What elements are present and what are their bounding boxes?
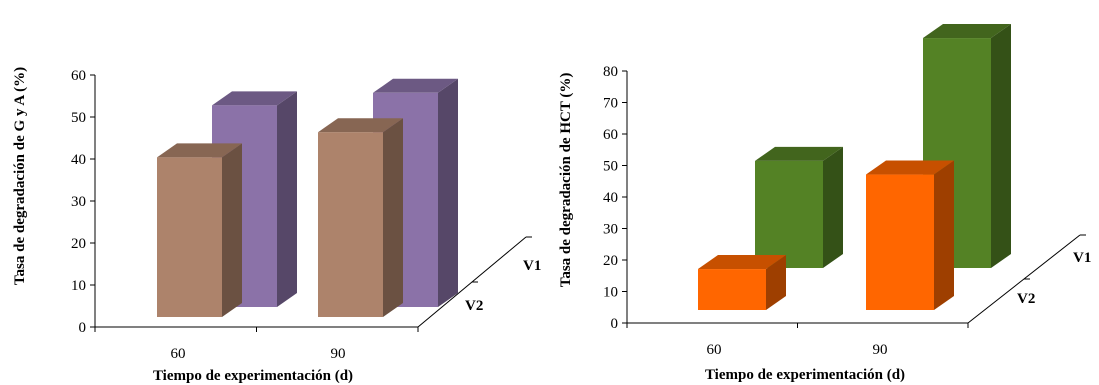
bar-front (755, 160, 823, 268)
series-label: V1 (523, 258, 541, 274)
bar-top (698, 255, 786, 270)
y-tick-label: 30 (71, 194, 86, 210)
series-label: V2 (465, 298, 483, 314)
y-axis-title: Tasa de degradación de G y A (%) (12, 67, 28, 285)
bar-top (318, 118, 403, 133)
y-tick-label: 40 (603, 190, 618, 206)
x-axis-title: Tiempo de experimentación (d) (153, 368, 353, 384)
bar-front (698, 269, 766, 310)
y-tick-label: 0 (611, 316, 619, 332)
bar-front (866, 174, 934, 310)
bar-side (934, 160, 954, 310)
series-label: V2 (1017, 291, 1035, 307)
x-tick-label: 60 (171, 346, 186, 362)
bar-top (373, 78, 458, 93)
x-tick-label: 90 (331, 346, 346, 362)
bar-side (766, 255, 786, 310)
bar-top (866, 160, 954, 175)
bar-side (277, 91, 297, 308)
bar-side (991, 24, 1011, 268)
bar-side (222, 143, 242, 317)
y-tick-label: 40 (71, 152, 86, 168)
y-tick-label: 50 (603, 159, 618, 175)
bar-top (923, 24, 1011, 39)
series-label: V1 (1073, 250, 1091, 266)
chart-right: 0 10 20 30 40 50 60 70 80 60 90 V1 V2 Tiempo de exper… (558, 24, 1091, 383)
y-tick-label: 50 (71, 110, 86, 126)
y-tick-label: 80 (603, 64, 618, 80)
x-axis-title: Tiempo de experimentación (d) (705, 367, 905, 383)
y-tick-label: 60 (71, 68, 86, 84)
bar-front (157, 157, 222, 317)
bar-v2-90 (866, 160, 954, 310)
y-tick-label: 30 (603, 222, 618, 238)
bar-side (383, 118, 403, 317)
y-tick-label: 10 (71, 278, 86, 294)
bar-side (438, 78, 458, 307)
chart-left: 0 10 20 30 40 50 60 60 90 V1 V2 Tiempo de experimen… (12, 67, 541, 384)
x-tick-label: 90 (873, 342, 888, 358)
y-tick-label: 0 (79, 320, 87, 336)
y-tick-label: 60 (603, 127, 618, 143)
bar-v2-90 (318, 118, 403, 317)
y-tick-label: 20 (71, 236, 86, 252)
bar-v2-60 (698, 255, 786, 310)
bar-top (212, 91, 297, 106)
bar-v1-60 (755, 146, 843, 268)
y-tick-label: 70 (603, 96, 618, 112)
bar-front (318, 132, 383, 317)
y-tick-label: 10 (603, 285, 618, 301)
bar-v2-60 (157, 143, 242, 317)
bar-top (157, 143, 242, 158)
bar-side (823, 146, 843, 268)
y-tick-label: 20 (603, 253, 618, 269)
bar-top (755, 146, 843, 161)
x-tick-label: 60 (707, 342, 722, 358)
y-axis-title: Tasa de degradación de HCT (%) (558, 73, 574, 288)
